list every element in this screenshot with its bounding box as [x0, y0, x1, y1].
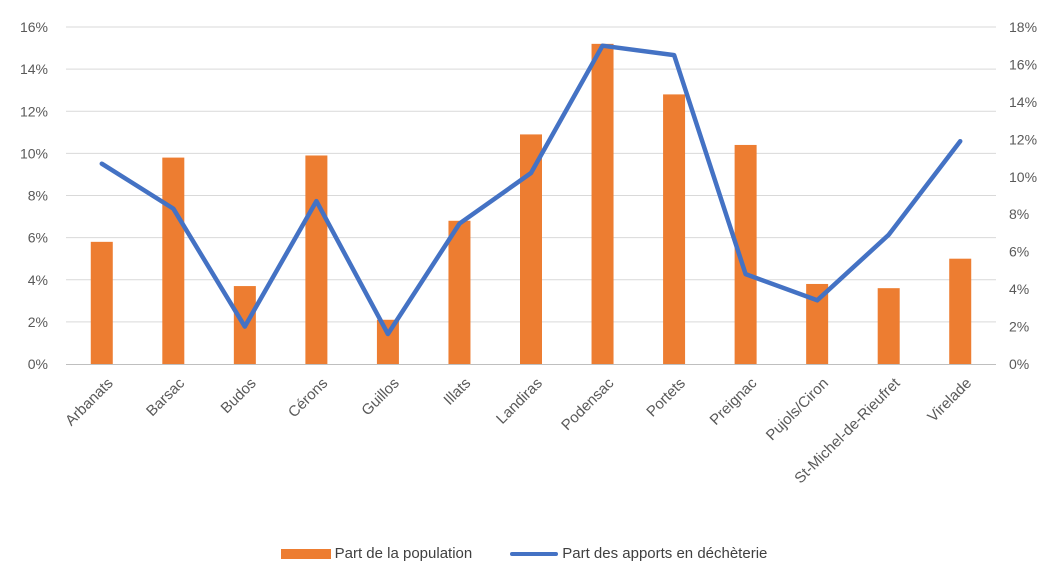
- bar: [592, 44, 614, 364]
- y-right-tick-label: 14%: [1009, 94, 1037, 110]
- x-tick-label: Podensac: [558, 374, 618, 434]
- x-tick-label: Illats: [440, 375, 474, 409]
- legend-item-population: Part de la population: [281, 545, 473, 562]
- y-right-tick-label: 18%: [1009, 19, 1037, 35]
- y-right-tick-label: 10%: [1009, 169, 1037, 185]
- legend-line-swatch: [510, 552, 558, 556]
- y-left-tick-label: 6%: [28, 230, 48, 246]
- y-right-tick-label: 8%: [1009, 206, 1029, 222]
- x-tick-label: Budos: [218, 375, 260, 417]
- x-tick-label: Guillos: [358, 375, 402, 419]
- bar: [91, 242, 113, 364]
- bar: [663, 94, 685, 364]
- bar: [949, 259, 971, 364]
- legend-label-population: Part de la population: [335, 545, 473, 562]
- x-tick-label: Virelade: [924, 375, 975, 426]
- y-right-tick-label: 0%: [1009, 356, 1029, 372]
- bar: [377, 320, 399, 364]
- y-left-tick-label: 8%: [28, 188, 48, 204]
- x-tick-label: Landiras: [493, 375, 546, 428]
- y-right-tick-label: 4%: [1009, 281, 1029, 297]
- y-left-tick-label: 0%: [28, 356, 48, 372]
- y-left-tick-label: 4%: [28, 272, 48, 288]
- y-left-tick-label: 16%: [20, 19, 48, 35]
- bar: [448, 221, 470, 364]
- bar-series: [91, 44, 971, 364]
- y-right-tick-label: 6%: [1009, 244, 1029, 260]
- legend: Part de la population Part des apports e…: [0, 545, 1048, 562]
- bar: [305, 155, 327, 364]
- legend-label-apports: Part des apports en déchèterie: [562, 545, 767, 562]
- y-left-tick-label: 10%: [20, 145, 48, 161]
- y-left-tick-label: 12%: [20, 103, 48, 119]
- x-tick-label: Arbanats: [62, 375, 116, 429]
- y-left-tick-label: 2%: [28, 314, 48, 330]
- x-tick-label: Portets: [643, 375, 689, 421]
- bar: [878, 288, 900, 364]
- y-right-tick-label: 12%: [1009, 131, 1037, 147]
- y-right-tick-label: 2%: [1009, 319, 1029, 335]
- x-tick-label: Barsac: [143, 374, 188, 419]
- legend-item-apports: Part des apports en déchèterie: [510, 545, 767, 562]
- legend-bar-swatch: [281, 549, 331, 559]
- y-right-tick-label: 16%: [1009, 56, 1037, 72]
- y-left-tick-label: 14%: [20, 61, 48, 77]
- x-tick-label: Cérons: [285, 375, 331, 421]
- bar: [162, 158, 184, 364]
- x-tick-label: Pujols/Ciron: [763, 375, 832, 444]
- x-tick-label: Preignac: [707, 374, 761, 428]
